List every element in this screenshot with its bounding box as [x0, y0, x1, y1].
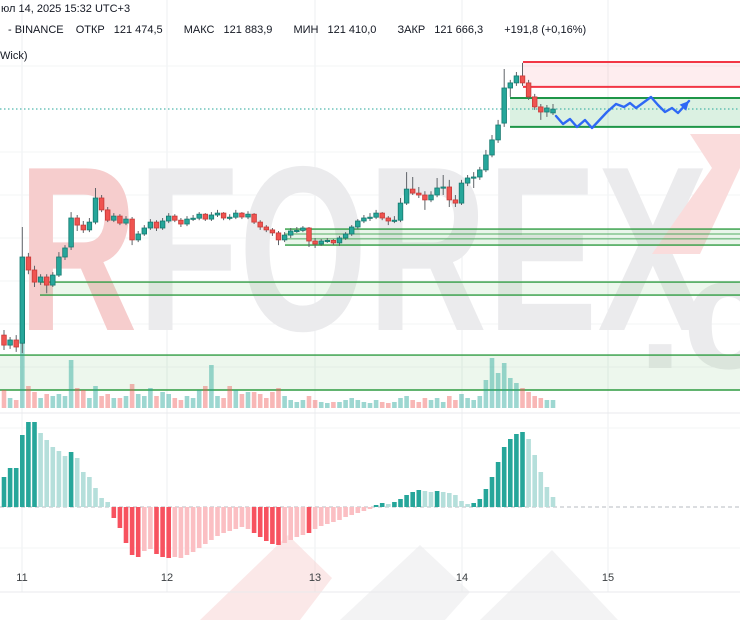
svg-text:RFOREX: RFOREX	[18, 117, 708, 380]
time-axis-label: 13	[308, 572, 322, 584]
change-readout: +191,8 (+0,16%)	[504, 24, 587, 36]
symbol-prefix: - BINANCE	[8, 24, 64, 36]
separators-layer	[0, 412, 740, 593]
grid-layer	[0, 0, 740, 592]
chart-datetime: юл 14, 2025 15:32 UTC+3	[1, 3, 131, 15]
projection-arrow	[554, 95, 691, 130]
time-axis-label: 14	[455, 572, 469, 584]
high-readout: МАКС 121 883,9	[183, 24, 273, 36]
time-axis[interactable]: 11 12 13 14 15	[0, 572, 740, 590]
zones-layer	[0, 61, 740, 391]
open-readout: ОТКР 121 474,5	[75, 24, 163, 36]
low-readout: МИН 121 410,0	[293, 24, 377, 36]
svg-text:.c: .c	[638, 223, 740, 402]
close-readout: ЗАКР 121 666,3	[397, 24, 484, 36]
watermark-layer: RFOREX.c	[18, 117, 740, 620]
time-axis-label: 11	[16, 572, 28, 584]
indicator-label-clipped: Wick)	[0, 50, 28, 62]
time-axis-label: 15	[601, 572, 615, 584]
ohlc-readout: - BINANCE ОТКР 121 474,5 МАКС 121 883,9 МИ…	[8, 24, 595, 36]
time-axis-label: 12	[160, 572, 174, 584]
candles-layer	[1, 62, 556, 353]
volume-layer	[1, 343, 556, 408]
macd-layer	[0, 422, 740, 558]
